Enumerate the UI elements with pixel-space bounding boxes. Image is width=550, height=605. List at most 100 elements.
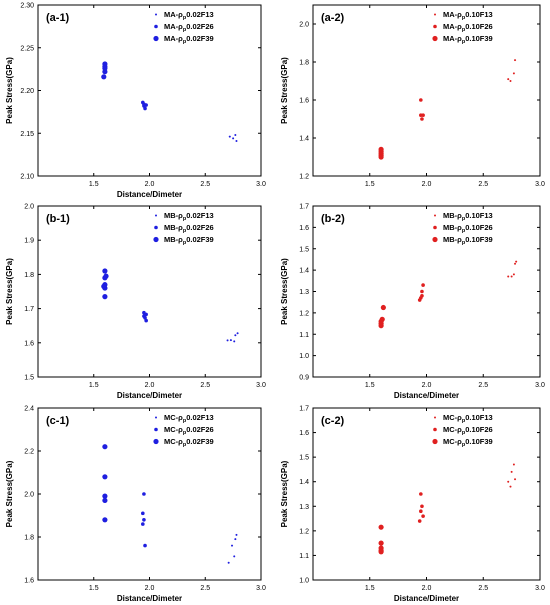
data-point bbox=[378, 549, 384, 555]
data-point bbox=[141, 511, 145, 516]
y-axis-title: Peak Stress(GPa) bbox=[5, 460, 14, 527]
y-axis-title: Peak Stress(GPa) bbox=[5, 57, 14, 124]
x-tick-label: 1.5 bbox=[89, 181, 99, 188]
data-point bbox=[512, 273, 515, 276]
y-tick-label: 1.2 bbox=[299, 174, 309, 181]
y-tick-label: 2.0 bbox=[299, 22, 309, 29]
data-point bbox=[101, 74, 107, 80]
y-axis-title: Peak Stress(GPa) bbox=[5, 258, 14, 325]
panel-label: (a-2) bbox=[321, 12, 345, 24]
chart-panel-1: 1.5 2.0 2.5 3.0 2.10 2.15 2.20 2.25 2.30 Distance… bbox=[5, 3, 266, 200]
data-point bbox=[514, 262, 517, 265]
plot-frame bbox=[312, 4, 541, 177]
x-tick-label: 2.5 bbox=[200, 181, 210, 188]
data-point bbox=[378, 154, 384, 160]
data-point bbox=[421, 514, 425, 518]
y-tick-label: 1.5 bbox=[24, 375, 34, 382]
y-tick-label: 1.6 bbox=[299, 225, 309, 232]
y-tick-label: 2.20 bbox=[20, 88, 34, 95]
y-tick-label: 2.4 bbox=[24, 406, 34, 413]
y-tick-label: 1.6 bbox=[24, 578, 34, 585]
x-tick-label: 2.0 bbox=[422, 382, 432, 389]
data-point bbox=[507, 78, 510, 81]
data-point bbox=[509, 485, 512, 488]
x-tick-label: 2.0 bbox=[145, 585, 155, 592]
data-point bbox=[229, 339, 232, 342]
legend-marker bbox=[153, 35, 159, 42]
data-point bbox=[507, 480, 510, 483]
legend-label: MA-ρp0.10F26 bbox=[443, 22, 493, 33]
data-point bbox=[420, 117, 424, 121]
x-tick-label: 1.5 bbox=[89, 382, 99, 389]
data-point bbox=[144, 318, 148, 323]
data-point bbox=[102, 474, 108, 480]
legend-label: MA-ρp0.02F39 bbox=[164, 34, 214, 45]
y-tick-label: 2.25 bbox=[20, 45, 34, 52]
data-point bbox=[235, 533, 238, 536]
data-point bbox=[378, 323, 384, 329]
data-point bbox=[419, 509, 423, 513]
data-point bbox=[102, 69, 108, 75]
legend-label: MB-ρp0.10F13 bbox=[443, 211, 493, 222]
data-point bbox=[507, 275, 510, 278]
panel-label: (c-2) bbox=[321, 415, 345, 427]
y-tick-label: 1.5 bbox=[299, 246, 309, 253]
data-point bbox=[102, 493, 108, 499]
x-tick-label: 2.0 bbox=[145, 181, 155, 188]
plot-frame bbox=[37, 205, 262, 378]
legend-label: MC-ρp0.10F39 bbox=[443, 437, 493, 448]
y-tick-label: 1.7 bbox=[299, 204, 309, 211]
legend-marker bbox=[432, 236, 438, 243]
panel-label: (b-2) bbox=[321, 213, 345, 225]
data-point bbox=[102, 268, 108, 274]
legend-label: MB-ρp0.02F13 bbox=[164, 211, 214, 222]
data-point bbox=[143, 316, 147, 320]
x-tick-label: 3.0 bbox=[256, 585, 266, 592]
legend-marker bbox=[433, 427, 437, 432]
y-tick-label: 1.1 bbox=[299, 332, 309, 339]
data-point bbox=[234, 133, 237, 136]
legend-label: MA-ρp0.10F13 bbox=[443, 10, 493, 21]
y-tick-label: 2.2 bbox=[24, 449, 34, 456]
data-point bbox=[420, 289, 424, 294]
x-tick-label: 2.5 bbox=[478, 382, 488, 389]
y-tick-label: 1.6 bbox=[299, 430, 309, 437]
panel-label: (b-1) bbox=[46, 213, 70, 225]
data-point bbox=[102, 444, 108, 450]
y-axis-title: Peak Stress(GPa) bbox=[280, 57, 289, 124]
data-point bbox=[419, 492, 423, 496]
legend-marker bbox=[153, 236, 159, 243]
legend-label: MC-ρp0.10F26 bbox=[443, 425, 493, 436]
y-tick-label: 2.0 bbox=[24, 492, 34, 499]
data-point bbox=[143, 543, 147, 548]
data-point bbox=[512, 463, 515, 466]
y-tick-label: 1.4 bbox=[299, 479, 309, 486]
legend-marker bbox=[154, 225, 158, 230]
y-tick-label: 1.0 bbox=[299, 578, 309, 585]
data-point bbox=[227, 561, 230, 564]
y-tick-label: 1.0 bbox=[299, 353, 309, 360]
data-point bbox=[102, 497, 108, 504]
legend-marker bbox=[434, 13, 436, 16]
x-tick-label: 2.0 bbox=[422, 181, 432, 188]
y-tick-label: 1.6 bbox=[299, 98, 309, 105]
data-point bbox=[420, 504, 424, 509]
legend-label: MC-ρp0.10F13 bbox=[443, 413, 493, 424]
plot-frame bbox=[312, 205, 541, 378]
legend-marker bbox=[433, 24, 437, 29]
panel-label: (a-1) bbox=[46, 12, 70, 24]
data-point bbox=[510, 275, 513, 278]
data-point bbox=[419, 98, 423, 102]
data-point bbox=[226, 339, 229, 342]
chart-panel-4: 1.5 2.0 2.5 3.0 0.9 1.0 1.1 1.2 1.3 1.4 1.5 1.6 1.7 D… bbox=[280, 204, 545, 401]
chart-panel-6: 1.5 2.0 2.5 3.0 1.0 1.1 1.2 1.3 1.4 1.5 1.6 1.7 Dist… bbox=[280, 406, 545, 604]
x-tick-label: 1.5 bbox=[365, 181, 375, 188]
x-tick-label: 1.5 bbox=[365, 585, 375, 592]
y-tick-label: 1.5 bbox=[299, 455, 309, 462]
y-tick-label: 1.2 bbox=[299, 310, 309, 317]
legend-label: MB-ρp0.02F39 bbox=[164, 235, 214, 246]
data-point bbox=[417, 519, 422, 523]
data-point bbox=[378, 524, 384, 530]
legend-marker bbox=[154, 427, 158, 432]
data-point bbox=[515, 260, 518, 263]
